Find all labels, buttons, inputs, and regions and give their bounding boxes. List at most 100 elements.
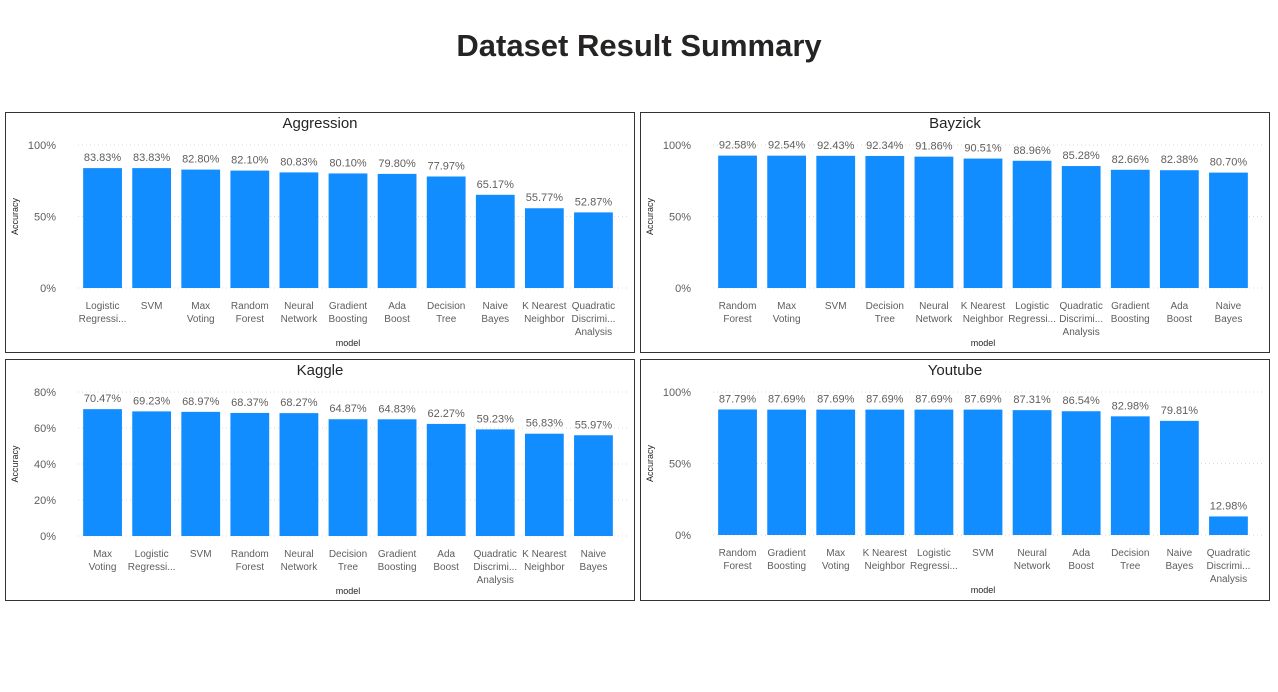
- bar: [1209, 516, 1248, 535]
- bar: [132, 168, 172, 288]
- y-tick-label: 50%: [669, 459, 691, 471]
- bar: [816, 409, 856, 535]
- bar: [1110, 416, 1150, 535]
- x-tick-label: Max Voting: [773, 301, 801, 325]
- x-tick-label-line: Random: [231, 549, 269, 560]
- x-tick-label: Neural Network: [916, 301, 954, 325]
- x-tick-label: Naive Bayes: [481, 301, 509, 325]
- data-label: 91.86%: [915, 141, 953, 153]
- x-tick-label: Quadratic Discrimi... Analysis: [572, 301, 616, 338]
- x-tick-label: Naive Bayes: [580, 549, 608, 573]
- bar: [426, 176, 466, 288]
- data-label: 68.27%: [280, 397, 318, 409]
- data-label: 80.10%: [329, 157, 367, 169]
- bar: [1061, 166, 1101, 288]
- bar: [718, 155, 757, 288]
- data-label: 85.28%: [1063, 150, 1101, 162]
- x-tick-label: Decision Tree: [866, 301, 904, 325]
- x-tick-label-line: Analysis: [477, 575, 514, 586]
- chart-title: Aggression: [282, 115, 357, 132]
- data-label: 92.54%: [768, 140, 806, 152]
- x-tick-label-line: Tree: [338, 562, 359, 573]
- x-tick-label-line: Voting: [822, 561, 850, 572]
- chart-panel-aggression: Aggression 0% 50% 100% Accuracy 83.83% Logisti…: [5, 112, 635, 353]
- y-tick-label: 20%: [34, 495, 56, 507]
- y-tick-label: 0%: [675, 530, 691, 542]
- bar: [426, 423, 466, 536]
- x-tick-label-line: SVM: [190, 549, 212, 560]
- x-tick-label-line: Ada: [388, 301, 406, 312]
- x-tick-label-line: Random: [719, 548, 757, 559]
- x-tick-label-line: Random: [719, 301, 757, 312]
- x-tick-label-line: K Nearest: [522, 301, 567, 312]
- data-label: 87.69%: [866, 394, 904, 406]
- x-tick-label-line: Network: [281, 314, 319, 325]
- x-tick-label-line: Regressi...: [79, 314, 127, 325]
- x-tick-label: Decision Tree: [329, 549, 367, 573]
- bar: [767, 409, 807, 535]
- data-label: 92.43%: [817, 140, 855, 152]
- data-label: 64.83%: [378, 403, 416, 415]
- x-tick-label-line: Voting: [89, 562, 117, 573]
- y-tick-label: 0%: [675, 283, 691, 295]
- bar: [181, 411, 221, 536]
- x-tick-label: Logistic Regressi...: [79, 301, 127, 325]
- x-tick-label-line: Voting: [773, 314, 801, 325]
- x-tick-label: Max Voting: [89, 549, 117, 573]
- data-label: 68.97%: [182, 396, 220, 408]
- bar: [83, 168, 122, 288]
- data-label: 56.83%: [526, 418, 564, 430]
- x-tick-label-line: Network: [916, 314, 954, 325]
- x-tick-label-line: Bayes: [1165, 561, 1193, 572]
- y-axis-title: Accuracy: [10, 197, 20, 235]
- data-label: 55.77%: [526, 192, 564, 204]
- x-tick-label-line: Forest: [236, 314, 265, 325]
- bar-chart-bayzick: Bayzick 0% 50% 100% Accuracy 92.58% Random Fore…: [645, 115, 1263, 348]
- x-axis-title: model: [336, 586, 361, 596]
- data-label: 79.81%: [1161, 405, 1199, 417]
- data-label: 83.83%: [133, 152, 171, 164]
- bar: [230, 170, 270, 288]
- data-label: 87.79%: [719, 393, 757, 405]
- x-tick-label-line: Bayes: [580, 562, 608, 573]
- data-label: 82.80%: [182, 154, 220, 166]
- x-axis-title: model: [971, 338, 996, 348]
- x-tick-label-line: K Nearest: [522, 549, 567, 560]
- x-tick-label-line: Bayes: [1215, 314, 1243, 325]
- bar: [132, 411, 172, 536]
- bar: [377, 419, 417, 536]
- chart-panel-kaggle: Kaggle 0% 20% 40% 60% 80% Accuracy 70.47% Max Vot…: [5, 359, 635, 601]
- bar: [718, 409, 757, 535]
- x-tick-label-line: Boosting: [329, 314, 368, 325]
- bar: [1012, 410, 1052, 535]
- data-label: 52.87%: [575, 196, 613, 208]
- data-label: 87.69%: [915, 394, 953, 406]
- x-tick-label: Random Forest: [231, 549, 269, 573]
- y-tick-label: 100%: [28, 140, 56, 152]
- x-tick-label-line: SVM: [825, 301, 847, 312]
- page-title: Dataset Result Summary: [456, 28, 822, 63]
- bar: [475, 194, 515, 288]
- x-tick-label-line: Quadratic: [1060, 301, 1103, 312]
- x-tick-label-line: Ada: [437, 549, 455, 560]
- data-label: 87.69%: [964, 394, 1002, 406]
- data-label: 82.38%: [1161, 154, 1199, 166]
- chart-title: Youtube: [928, 362, 983, 379]
- x-tick-label-line: Bayes: [481, 314, 509, 325]
- x-tick-label-line: Max: [191, 301, 210, 312]
- x-tick-label-line: K Nearest: [863, 548, 908, 559]
- data-label: 82.98%: [1112, 400, 1150, 412]
- x-tick-label-line: Network: [1014, 561, 1052, 572]
- x-tick-label: Logistic Regressi...: [910, 548, 958, 572]
- x-tick-label-line: Neural: [919, 301, 948, 312]
- x-tick-label-line: Random: [231, 301, 269, 312]
- bar: [914, 409, 954, 535]
- bar: [963, 158, 1003, 288]
- x-tick-label-line: Decision: [1111, 548, 1149, 559]
- data-label: 86.54%: [1063, 395, 1101, 407]
- y-tick-label: 0%: [40, 283, 56, 295]
- bar-chart-youtube: Youtube 0% 50% 100% Accuracy 87.79% Random Fore…: [645, 362, 1263, 595]
- x-tick-label-line: Regressi...: [1008, 314, 1056, 325]
- x-tick-label-line: SVM: [972, 548, 994, 559]
- x-tick-label-line: Analysis: [1210, 574, 1247, 585]
